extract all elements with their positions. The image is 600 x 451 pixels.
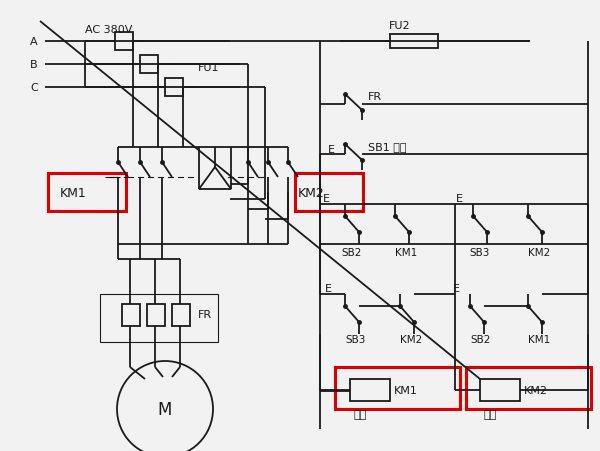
Text: E: E — [325, 283, 332, 293]
Bar — [48, 174, 126, 212]
Text: 反轉: 反轉 — [484, 409, 497, 419]
Bar — [172, 304, 190, 326]
Text: SB1 停車: SB1 停車 — [368, 142, 407, 152]
Bar — [100, 295, 218, 342]
Text: KM2: KM2 — [400, 334, 422, 344]
Text: AC 380V: AC 380V — [85, 25, 133, 35]
Text: SB3: SB3 — [469, 248, 490, 258]
Text: KM2: KM2 — [298, 187, 325, 200]
Bar — [140, 56, 158, 74]
Text: SB2: SB2 — [341, 248, 361, 258]
Bar — [466, 367, 591, 409]
Text: M: M — [158, 400, 172, 418]
Text: FU1: FU1 — [198, 63, 220, 73]
Text: B: B — [30, 60, 38, 70]
Text: E: E — [328, 145, 335, 155]
Text: 正轉: 正轉 — [353, 409, 367, 419]
Bar — [480, 379, 520, 401]
Bar — [335, 367, 460, 409]
Text: KM1: KM1 — [528, 334, 550, 344]
Bar — [390, 35, 438, 49]
Text: E: E — [453, 283, 460, 293]
Text: E: E — [456, 193, 463, 203]
Text: KM2: KM2 — [524, 385, 548, 395]
Text: E: E — [323, 193, 330, 203]
Text: A: A — [30, 37, 38, 47]
Text: FR: FR — [368, 92, 382, 102]
Bar — [115, 33, 133, 51]
Text: KM1: KM1 — [395, 248, 417, 258]
Text: KM2: KM2 — [528, 248, 550, 258]
Bar — [350, 379, 390, 401]
Text: KM1: KM1 — [394, 385, 418, 395]
Text: SB2: SB2 — [470, 334, 490, 344]
Text: C: C — [30, 83, 38, 93]
Bar — [147, 304, 165, 326]
Text: FR: FR — [198, 309, 212, 319]
Text: FU2: FU2 — [389, 21, 411, 31]
Text: SB3: SB3 — [345, 334, 365, 344]
Bar — [122, 304, 140, 326]
Text: KM1: KM1 — [60, 187, 87, 200]
Bar — [165, 79, 183, 97]
Bar — [295, 174, 363, 212]
